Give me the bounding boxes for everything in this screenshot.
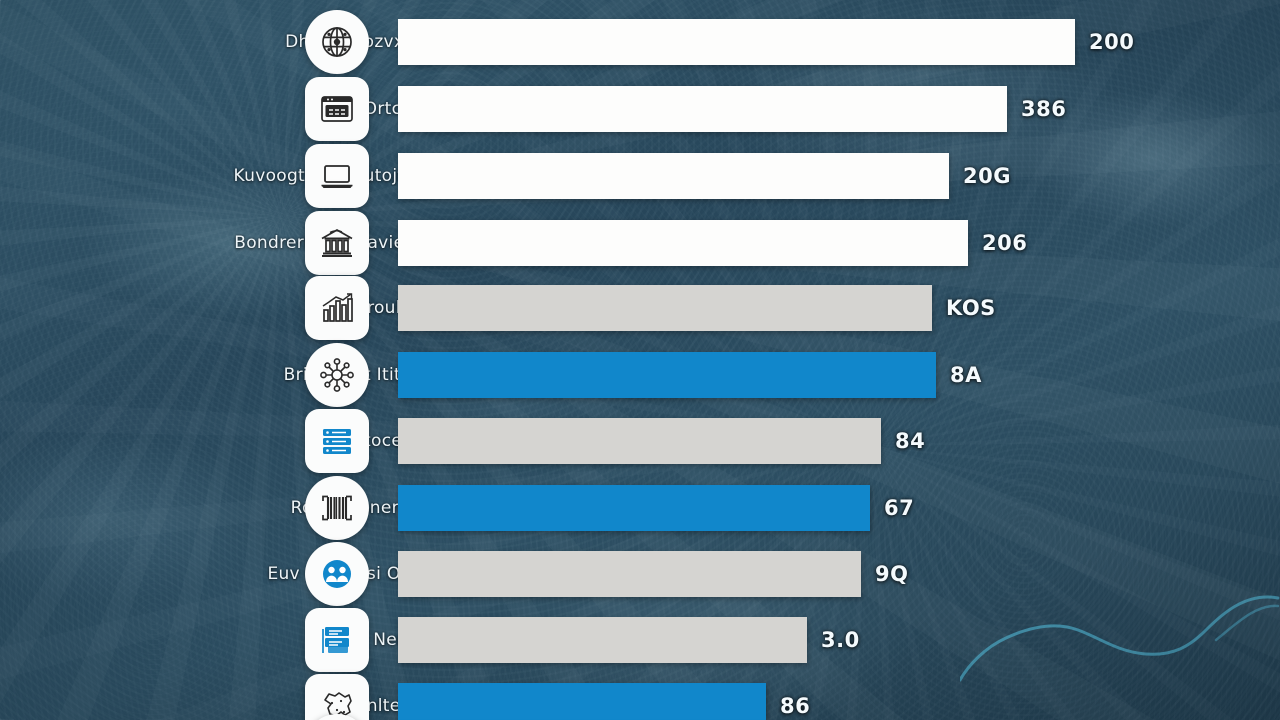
chart-row: Rosrorttsnertip 67 — [0, 474, 1280, 541]
category-label: Rosrorttsnertip — [122, 498, 422, 518]
bar-value-label: 84 — [895, 428, 926, 453]
category-label: Pio Nerer — [341, 629, 422, 650]
bar — [398, 550, 861, 597]
category-label: Iue Croulitz — [322, 297, 422, 318]
category-label: Dhitu Dirozvxte — [285, 31, 422, 52]
people-group-icon — [305, 541, 369, 606]
laptop-icon — [305, 143, 369, 208]
chart-row: Rirolnee — [0, 712, 1280, 720]
bar-value-label: KOS — [946, 295, 996, 320]
globe-network-icon — [305, 9, 369, 74]
bar-value-label: 86 — [780, 693, 811, 718]
chart-row: Euv Coveytsi Oel, 9Q — [0, 540, 1280, 607]
chart-row: Iue Croulitz KOS — [0, 274, 1280, 341]
bar — [398, 484, 870, 531]
bar — [398, 616, 807, 663]
calculator-icon — [305, 76, 369, 141]
documents-icon — [305, 607, 369, 672]
bar — [398, 18, 1075, 65]
bank-building-icon — [305, 210, 369, 275]
category-label: Euv Coveytsi Oel, — [267, 563, 421, 584]
category-label: Kuvoogtevr Dbutojtrv — [233, 165, 422, 186]
bar — [398, 417, 881, 464]
bar-value-label: 386 — [1021, 96, 1067, 121]
bar-value-label: 206 — [982, 230, 1028, 255]
bar-chart-icon — [305, 275, 369, 340]
category-label: Enotatoceso — [122, 431, 422, 451]
chart-row: Bondrerit Ifieuravieto 206 — [0, 209, 1280, 276]
bar-value-label: 9Q — [875, 561, 909, 586]
bar — [398, 152, 949, 199]
bar-value-label: 8A — [950, 362, 982, 387]
molecule-network-icon — [305, 342, 369, 407]
chart-row: Enotatoceso 84 — [0, 407, 1280, 474]
category-label: Bricutotot Ititvo — [122, 365, 422, 385]
chart-row: Me 'Ortcila 386 — [0, 75, 1280, 142]
chart-row: Kuvoogtevr Dbutojtrv 20G — [0, 142, 1280, 209]
bar — [398, 351, 936, 398]
bar-value-label: 3.0 — [821, 627, 860, 652]
category-label: Me 'Ortcila — [327, 98, 422, 119]
bar-value-label: 200 — [1089, 29, 1135, 54]
chart-row: Bricutotot Ititvo 8A — [0, 341, 1280, 408]
chart-icon — [305, 713, 369, 720]
bar-value-label: 20G — [963, 163, 1011, 188]
chart-row: Pio Nerer 3.0 — [0, 606, 1280, 673]
chart-row: Dhitu Dirozvxte 200 — [0, 8, 1280, 75]
bar — [398, 284, 932, 331]
server-stack-icon — [305, 408, 369, 473]
bar — [398, 219, 968, 266]
bar — [398, 682, 766, 720]
bar — [398, 85, 1007, 132]
barcode-scan-icon — [305, 475, 369, 540]
map-region-icon — [305, 673, 369, 720]
bar-value-label: 67 — [884, 495, 915, 520]
chart-row: Doonlteoe 86 — [0, 672, 1280, 720]
category-label: Bondrerit Ifieuravieto — [234, 232, 422, 253]
